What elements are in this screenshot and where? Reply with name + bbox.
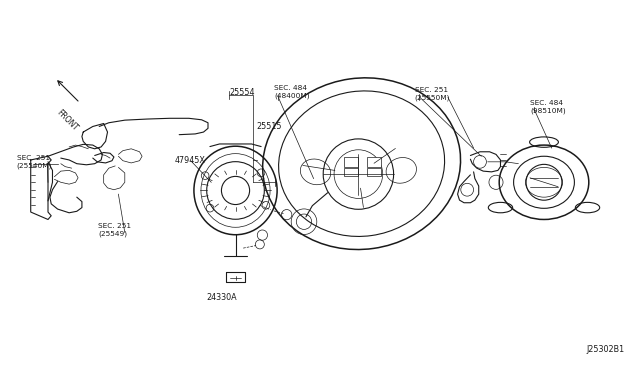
Text: J25302B1: J25302B1	[586, 345, 625, 354]
Text: SEC. 251
(25540M): SEC. 251 (25540M)	[17, 155, 52, 169]
Text: 24330A: 24330A	[206, 293, 237, 302]
Text: SEC. 484
(48400M): SEC. 484 (48400M)	[274, 85, 310, 99]
FancyBboxPatch shape	[344, 168, 358, 176]
Text: SEC. 251
(25549): SEC. 251 (25549)	[98, 223, 131, 237]
FancyBboxPatch shape	[367, 157, 381, 167]
Text: 47945X: 47945X	[175, 156, 205, 165]
Text: 25554: 25554	[229, 88, 255, 97]
FancyBboxPatch shape	[367, 168, 381, 176]
Text: FRONT: FRONT	[54, 108, 79, 133]
FancyBboxPatch shape	[344, 157, 358, 167]
Text: SEC. 251
(25550M): SEC. 251 (25550M)	[415, 87, 450, 101]
Text: 25515: 25515	[256, 122, 282, 131]
Text: SEC. 484
(98510M): SEC. 484 (98510M)	[530, 100, 566, 114]
